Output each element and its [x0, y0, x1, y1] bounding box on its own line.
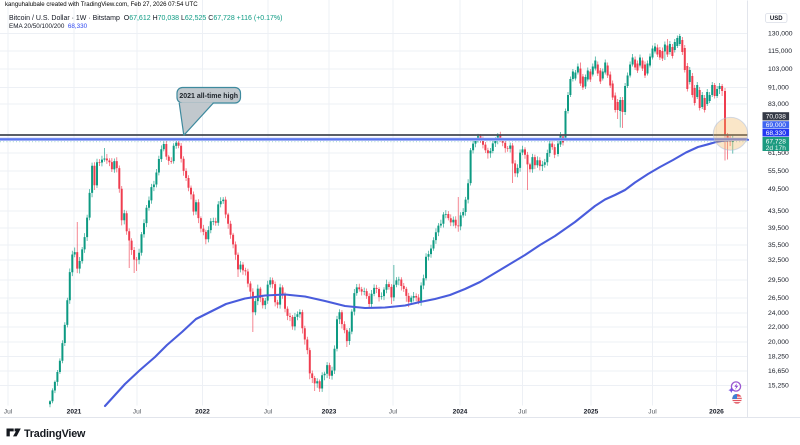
svg-text:20,000: 20,000	[768, 339, 789, 346]
svg-text:103,000: 103,000	[768, 66, 793, 73]
svg-text:16,650: 16,650	[768, 368, 789, 375]
svg-text:61,500: 61,500	[768, 150, 789, 157]
svg-text:24,000: 24,000	[768, 310, 789, 317]
svg-text:Jul: Jul	[648, 409, 657, 416]
svg-text:130,000: 130,000	[768, 31, 793, 38]
svg-text:91,000: 91,000	[768, 85, 789, 92]
svg-text:2025: 2025	[584, 409, 599, 416]
svg-text:Jul: Jul	[4, 409, 13, 416]
svg-text:18,250: 18,250	[768, 354, 789, 361]
svg-text:2024: 2024	[453, 409, 468, 416]
svg-text:49,500: 49,500	[768, 186, 789, 193]
svg-text:Jul: Jul	[133, 409, 142, 416]
svg-text:2021: 2021	[67, 409, 82, 416]
svg-text:115,000: 115,000	[768, 48, 792, 55]
svg-text:26,500: 26,500	[768, 295, 789, 302]
svg-text:USD: USD	[770, 16, 783, 22]
svg-text:43,500: 43,500	[768, 208, 789, 215]
svg-text:15,250: 15,250	[768, 383, 789, 390]
svg-text:Jul: Jul	[264, 409, 273, 416]
svg-text:2023: 2023	[322, 409, 337, 416]
svg-text:67,728: 67,728	[766, 139, 787, 146]
svg-text:2021 all-time high: 2021 all-time high	[179, 93, 238, 100]
svg-text:2026: 2026	[709, 409, 724, 416]
svg-text:22,000: 22,000	[768, 324, 789, 331]
svg-text:35,500: 35,500	[768, 242, 789, 249]
svg-text:83,000: 83,000	[768, 101, 789, 108]
svg-text:Jul: Jul	[389, 409, 398, 416]
svg-text:70,038: 70,038	[766, 114, 787, 121]
svg-text:2022: 2022	[195, 409, 210, 416]
svg-text:29,500: 29,500	[768, 277, 789, 284]
svg-text:68,330: 68,330	[766, 130, 787, 137]
svg-text:TradingView: TradingView	[24, 428, 86, 440]
svg-text:55,500: 55,500	[768, 168, 789, 175]
svg-text:2d 17h: 2d 17h	[766, 145, 787, 152]
svg-text:32,500: 32,500	[768, 257, 789, 264]
svg-text:Jul: Jul	[518, 409, 527, 416]
svg-text:39,500: 39,500	[768, 225, 789, 232]
svg-text:69,000: 69,000	[766, 122, 787, 129]
